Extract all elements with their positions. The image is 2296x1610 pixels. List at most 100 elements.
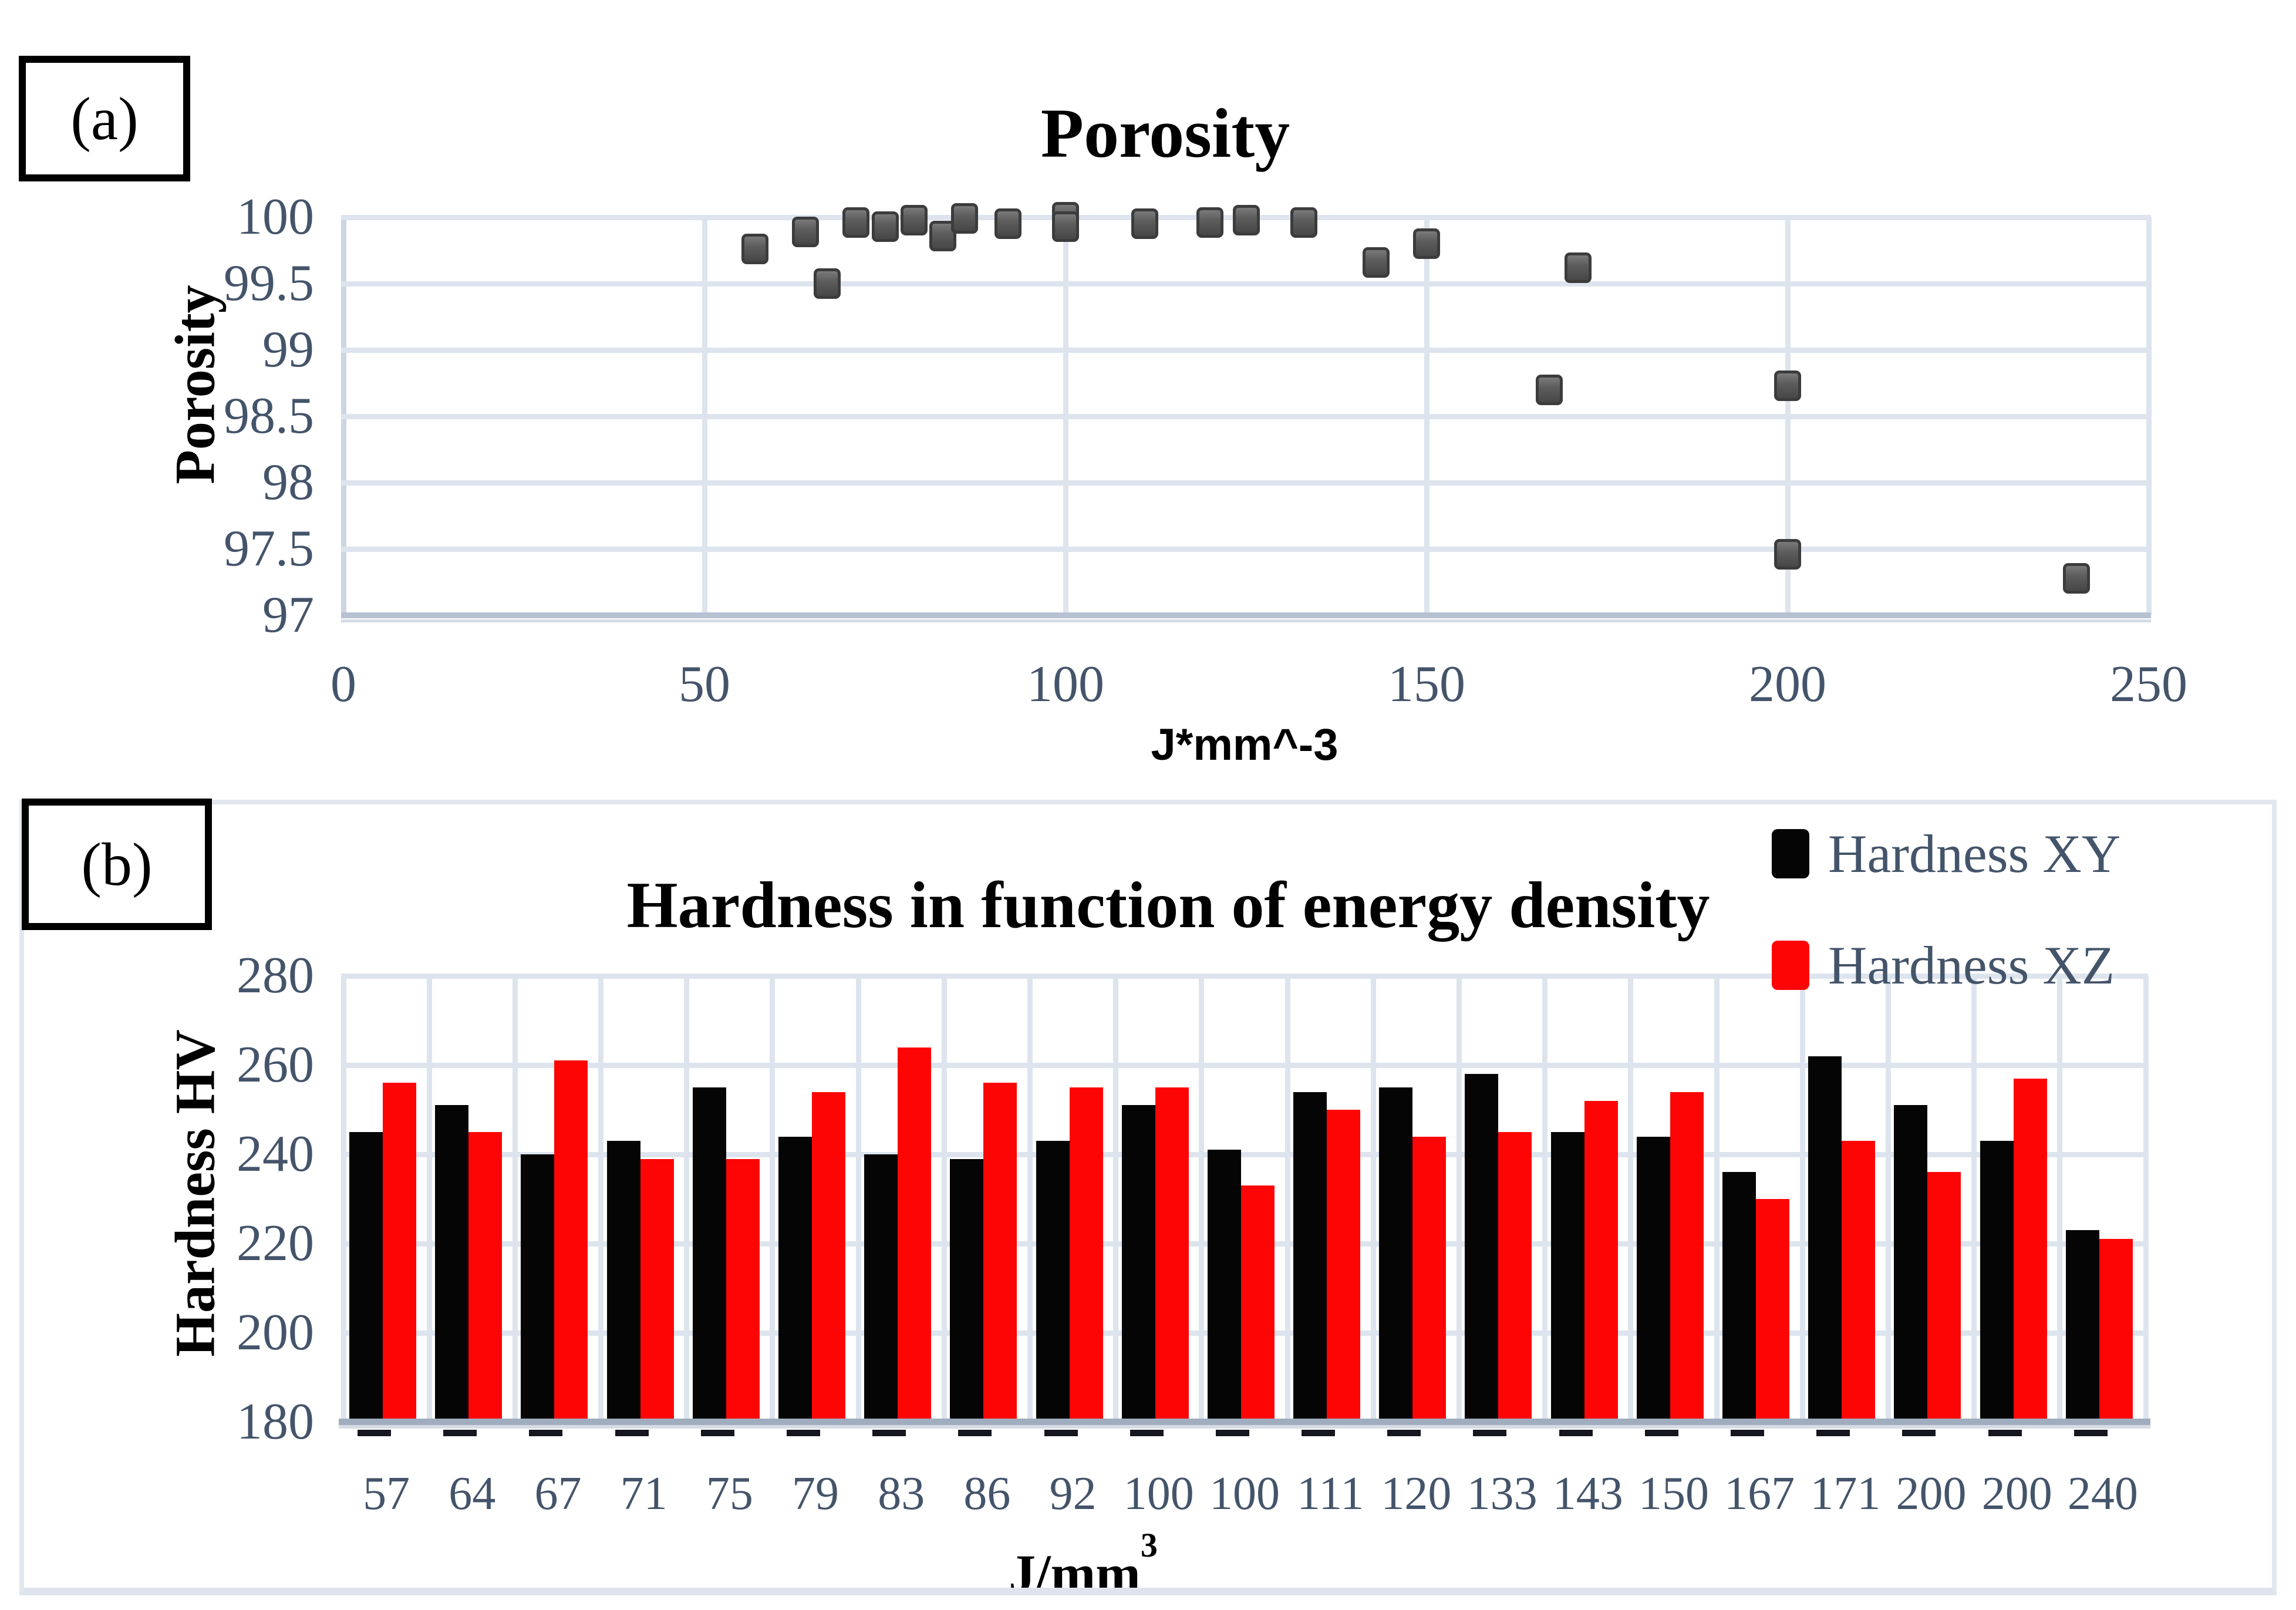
bar-hardness-xz	[983, 1083, 1017, 1422]
bar-hardness-xy	[864, 1154, 898, 1422]
bar-hardness-xy	[1722, 1172, 1756, 1422]
grid-line-vertical	[2143, 976, 2149, 1422]
bar-shadow	[1902, 1430, 1936, 1436]
bar-hardness-xy	[1036, 1141, 1070, 1422]
scatter-point	[1052, 211, 1079, 242]
scatter-point	[929, 220, 956, 251]
bar-hardness-xz	[383, 1083, 416, 1422]
grid-line-vertical	[426, 976, 432, 1422]
scatter-point	[741, 234, 769, 265]
bar-hardness-xz	[1240, 1185, 1275, 1422]
grid-line-vertical	[1113, 976, 1119, 1422]
bar-hardness-xy	[1636, 1136, 1670, 1422]
grid-line-horizontal	[341, 546, 2151, 552]
grid-line-horizontal	[341, 480, 2151, 486]
bar-shadow	[872, 1430, 906, 1436]
bar-shadow	[958, 1430, 992, 1436]
grid-line-vertical	[1971, 976, 1977, 1422]
x-category-label: 100	[1209, 1468, 1280, 1520]
scatter-point	[1362, 247, 1390, 278]
x-category-label: 67	[534, 1468, 582, 1520]
x-category-label: 240	[2067, 1468, 2138, 1520]
panel-b-label-box: (b)	[22, 799, 212, 930]
grid-line-vertical	[1370, 976, 1376, 1422]
bar-shadow	[358, 1430, 391, 1436]
bar-hardness-xy	[1465, 1074, 1499, 1422]
x-category-label: 71	[620, 1468, 667, 1520]
bar-shadow	[1559, 1430, 1593, 1436]
bar-hardness-xz	[1069, 1087, 1103, 1422]
grid-line-vertical	[1799, 976, 1805, 1422]
scatter-point	[2063, 563, 2090, 594]
bar-hardness-xz	[1584, 1100, 1618, 1422]
legend-swatch-red-icon	[1772, 941, 1809, 990]
scatter-point	[994, 208, 1021, 240]
grid-line-vertical	[1542, 976, 1548, 1422]
bar-hardness-xz	[1756, 1199, 1790, 1422]
bar-hardness-xz	[2013, 1078, 2047, 1422]
bar-hardness-xz	[1670, 1092, 1704, 1422]
x-axis-line	[341, 612, 2151, 618]
grid-line-vertical	[598, 976, 604, 1422]
x-tick-label: 50	[679, 656, 730, 713]
y-tick-label: 240	[237, 1126, 314, 1183]
grid-line-vertical	[1027, 976, 1033, 1422]
scatter-point	[1196, 207, 1223, 238]
bar-shadow	[786, 1430, 820, 1436]
x-category-label: 64	[449, 1468, 496, 1520]
scatter-point	[1774, 370, 1801, 402]
y-tick-label: 98	[262, 454, 314, 511]
bar-hardness-xy	[2065, 1230, 2099, 1422]
bar-shadow	[700, 1430, 734, 1436]
y-tick-label: 260	[237, 1036, 314, 1093]
x-tick-label: 100	[1027, 656, 1104, 713]
grid-line-horizontal	[341, 413, 2151, 419]
chart-b-title: Hardness in function of energy density	[626, 869, 1710, 942]
grid-line-vertical	[770, 976, 776, 1422]
grid-line-vertical	[855, 976, 861, 1422]
y-tick-label: 180	[237, 1393, 314, 1450]
scatter-point	[814, 268, 841, 299]
x-category-label: 75	[706, 1468, 753, 1520]
bar-hardness-xz	[1327, 1110, 1361, 1422]
bar-shadow	[1644, 1430, 1678, 1436]
bar-hardness-xy	[1121, 1105, 1155, 1422]
x-tick-label: 200	[1749, 656, 1826, 713]
x-category-label: 120	[1381, 1468, 1452, 1520]
x-category-label: 111	[1297, 1468, 1364, 1520]
grid-line-horizontal	[341, 1062, 2148, 1068]
grid-line-vertical	[340, 976, 346, 1422]
bar-hardness-xy	[1980, 1141, 2014, 1422]
bar-shadow	[1387, 1430, 1421, 1436]
chart-a-x-axis-title: J*mm^-3	[1151, 720, 1339, 770]
x-axis-shadow	[339, 1425, 2150, 1429]
scatter-point	[871, 211, 899, 242]
scatter-point	[1565, 252, 1592, 283]
bar-shadow	[1988, 1430, 2022, 1436]
y-tick-label: 220	[237, 1215, 314, 1272]
grid-line-horizontal	[341, 347, 2151, 353]
scatter-point	[1413, 228, 1440, 260]
y-tick-label: 99	[262, 321, 314, 378]
scatter-point	[1774, 539, 1801, 570]
chart-b-x-axis-title-exponent: 3	[1140, 1526, 1158, 1564]
scatter-point	[792, 216, 820, 247]
bar-shadow	[1215, 1430, 1249, 1436]
scatter-point	[950, 203, 978, 234]
bar-hardness-xy	[1550, 1132, 1584, 1422]
bar-hardness-xz	[554, 1060, 588, 1422]
scatter-point	[842, 207, 870, 238]
bar-hardness-xz	[898, 1047, 932, 1422]
bar-shadow	[529, 1430, 563, 1436]
bar-hardness-xz	[811, 1092, 845, 1422]
panel-b-border	[19, 800, 2277, 1595]
x-axis-line	[339, 1419, 2150, 1425]
x-category-label: 57	[363, 1468, 410, 1520]
scatter-point	[1232, 204, 1260, 235]
bar-shadow	[1130, 1430, 1164, 1436]
bar-hardness-xy	[606, 1141, 640, 1422]
bar-shadow	[1044, 1430, 1078, 1436]
chart-b-plot-area	[339, 973, 2150, 1436]
bar-hardness-xz	[1842, 1141, 1876, 1422]
